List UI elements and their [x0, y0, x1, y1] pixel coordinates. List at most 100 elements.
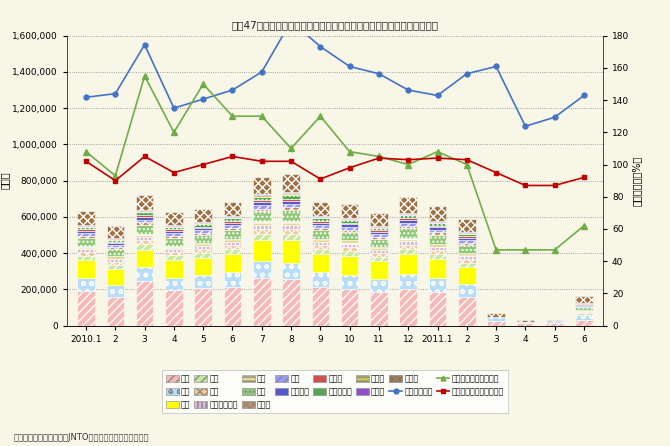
- Bar: [224, 231, 241, 239]
- Bar: [194, 289, 212, 326]
- Bar: [517, 323, 534, 326]
- Bar: [575, 311, 593, 312]
- Bar: [575, 320, 593, 326]
- Bar: [312, 202, 329, 216]
- Bar: [107, 243, 124, 245]
- Bar: [77, 291, 95, 326]
- Bar: [429, 259, 446, 277]
- Bar: [194, 231, 212, 233]
- Bar: [136, 223, 153, 225]
- Bar: [194, 258, 212, 275]
- Bar: [253, 229, 271, 234]
- Bar: [370, 226, 388, 227]
- Bar: [253, 195, 271, 197]
- Bar: [194, 246, 212, 249]
- Bar: [77, 225, 95, 226]
- Bar: [399, 219, 417, 220]
- Bar: [399, 213, 417, 214]
- Bar: [399, 254, 417, 274]
- Bar: [77, 256, 95, 260]
- Bar: [370, 232, 388, 234]
- Bar: [312, 218, 329, 221]
- Text: 図表47　東日本大震災前後における訪日外国人数・出国日本人数の推移: 図表47 東日本大震災前後における訪日外国人数・出国日本人数の推移: [232, 20, 438, 30]
- Bar: [136, 195, 153, 210]
- Bar: [341, 232, 358, 240]
- Bar: [165, 226, 183, 227]
- Bar: [224, 273, 241, 287]
- Bar: [136, 219, 153, 223]
- Bar: [370, 227, 388, 228]
- Bar: [107, 269, 124, 285]
- Bar: [429, 277, 446, 292]
- Bar: [546, 323, 563, 326]
- Bar: [77, 260, 95, 277]
- Bar: [458, 236, 476, 238]
- Bar: [458, 219, 476, 232]
- Bar: [107, 285, 124, 297]
- Bar: [136, 217, 153, 219]
- Bar: [458, 245, 476, 253]
- Bar: [282, 201, 300, 204]
- Bar: [77, 235, 95, 238]
- Bar: [312, 223, 329, 225]
- Bar: [107, 265, 124, 269]
- Bar: [194, 275, 212, 289]
- Bar: [165, 238, 183, 246]
- Bar: [107, 247, 124, 249]
- Bar: [370, 231, 388, 232]
- Bar: [107, 226, 124, 238]
- Bar: [136, 267, 153, 281]
- Bar: [224, 225, 241, 228]
- Bar: [399, 289, 417, 326]
- Bar: [429, 232, 446, 235]
- Bar: [575, 304, 593, 305]
- Bar: [107, 238, 124, 239]
- Bar: [312, 254, 329, 272]
- Bar: [341, 223, 358, 224]
- Bar: [341, 220, 358, 223]
- Bar: [136, 212, 153, 215]
- Bar: [136, 250, 153, 267]
- Bar: [194, 253, 212, 258]
- Bar: [282, 240, 300, 263]
- Bar: [575, 306, 593, 307]
- Bar: [165, 290, 183, 326]
- Bar: [253, 225, 271, 229]
- Bar: [429, 250, 446, 254]
- Bar: [165, 233, 183, 235]
- Bar: [312, 239, 329, 242]
- Bar: [224, 254, 241, 273]
- Bar: [224, 249, 241, 254]
- Bar: [575, 310, 593, 311]
- Bar: [136, 210, 153, 211]
- Bar: [194, 209, 212, 222]
- Legend: 韓国, 中国, 台湾, 香港, タイ, シンガポール, 豪州, 米国, カナダ, 英国, フランス, ドイツ, マレーシア, インド, ロシア, その他, 出国: 韓国, 中国, 台湾, 香港, タイ, シンガポール, 豪州, 米国, カナダ,…: [162, 370, 508, 413]
- Bar: [429, 244, 446, 247]
- Bar: [458, 234, 476, 236]
- Bar: [341, 244, 358, 247]
- Bar: [194, 228, 212, 231]
- Bar: [253, 197, 271, 200]
- Bar: [224, 228, 241, 231]
- Bar: [282, 221, 300, 225]
- Bar: [575, 307, 593, 310]
- Bar: [282, 263, 300, 279]
- Bar: [77, 233, 95, 235]
- Bar: [341, 251, 358, 256]
- Bar: [253, 221, 271, 225]
- Bar: [312, 272, 329, 287]
- Bar: [517, 322, 534, 323]
- Bar: [282, 234, 300, 240]
- Bar: [370, 292, 388, 326]
- Bar: [165, 235, 183, 238]
- Bar: [77, 249, 95, 252]
- Bar: [224, 217, 241, 219]
- Bar: [282, 207, 300, 210]
- Bar: [194, 233, 212, 235]
- Bar: [107, 262, 124, 265]
- Bar: [458, 297, 476, 326]
- Bar: [194, 224, 212, 227]
- Bar: [253, 209, 271, 211]
- Bar: [107, 249, 124, 256]
- Bar: [224, 216, 241, 217]
